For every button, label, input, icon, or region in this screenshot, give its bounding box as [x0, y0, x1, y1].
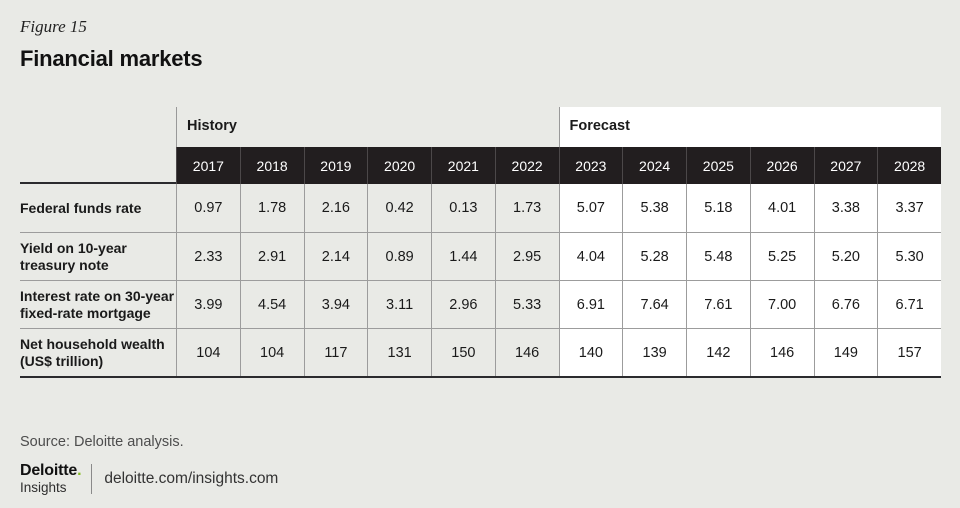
deloitte-insights-logo: Deloitte. Insights [20, 462, 82, 495]
year-header: 2019 [303, 147, 368, 184]
year-header: 2025 [686, 147, 750, 184]
table-cell: 6.91 [558, 280, 623, 328]
table-cell: 5.30 [877, 232, 941, 280]
row-label-net-household-wealth: Net household wealth (US$ trillion) [20, 328, 176, 376]
year-header: 2017 [176, 147, 240, 184]
year-header: 2024 [622, 147, 686, 184]
table-cell: 2.95 [494, 232, 559, 280]
table-cell: 4.04 [558, 232, 623, 280]
table-cell: 0.89 [367, 232, 431, 280]
insights-wordmark: Insights [20, 480, 67, 495]
table-cell: 3.37 [877, 184, 941, 232]
footer-divider [91, 463, 93, 494]
table-cell: 2.96 [431, 280, 495, 328]
table-cell: 2.14 [303, 232, 368, 280]
table-cell: 146 [749, 328, 814, 376]
table-cell: 142 [686, 328, 750, 376]
table-cell: 4.01 [749, 184, 814, 232]
table-cell: 5.48 [686, 232, 750, 280]
footer-url: deloitte.com/insights.com [104, 469, 279, 487]
table-cell: 150 [431, 328, 495, 376]
row-label-30-year-mortgage-rate: Interest rate on 30-year fixed-rate mort… [20, 280, 176, 328]
table-cell: 157 [877, 328, 941, 376]
table-cell: 117 [303, 328, 368, 376]
table-cell: 2.16 [303, 184, 368, 232]
table-cell: 5.07 [558, 184, 623, 232]
table-cell: 5.25 [749, 232, 814, 280]
deloitte-wordmark-text: Deloitte [20, 462, 78, 479]
table-cell: 149 [813, 328, 878, 376]
table-cell: 146 [494, 328, 559, 376]
year-header: 2021 [431, 147, 495, 184]
group-header-history: History [176, 107, 559, 147]
table-cell: 4.54 [239, 280, 304, 328]
row-label-10-year-treasury-yield: Yield on 10-year treasury note [20, 232, 176, 280]
table-cell: 2.91 [239, 232, 304, 280]
table-cell: 5.33 [494, 280, 559, 328]
row-label-federal-funds-rate: Federal funds rate [20, 199, 142, 216]
table-cell: 5.28 [622, 232, 686, 280]
source-note: Source: Deloitte analysis. [20, 434, 184, 450]
table-cell: 1.78 [239, 184, 304, 232]
table-cell: 5.20 [813, 232, 878, 280]
table-cell: 3.99 [176, 280, 240, 328]
table-cell: 1.73 [494, 184, 559, 232]
table-cell: 7.00 [749, 280, 814, 328]
table-cell: 140 [558, 328, 623, 376]
year-header: 2026 [749, 147, 814, 184]
table-cell: 3.11 [367, 280, 431, 328]
table-cell: 5.18 [686, 184, 750, 232]
table-cell: 1.44 [431, 232, 495, 280]
year-header: 2023 [558, 147, 623, 184]
table-cell: 6.71 [877, 280, 941, 328]
table-cell: 104 [239, 328, 304, 376]
table-cell: 0.97 [176, 184, 240, 232]
table-cell: 2.33 [176, 232, 240, 280]
figure-label: Figure 15 [20, 17, 87, 36]
year-header: 2028 [877, 147, 941, 184]
table-cell: 3.94 [303, 280, 368, 328]
financial-markets-table: History Forecast 2017 2018 2019 2020 202… [20, 107, 941, 378]
table-cell: 3.38 [813, 184, 878, 232]
table-cell: 0.42 [367, 184, 431, 232]
table-cell: 139 [622, 328, 686, 376]
deloitte-wordmark: Deloitte. [20, 462, 82, 479]
year-header: 2018 [239, 147, 304, 184]
table-cell: 104 [176, 328, 240, 376]
table-cell: 7.64 [622, 280, 686, 328]
year-header: 2020 [367, 147, 431, 184]
year-header-spacer [20, 147, 176, 184]
table-cell: 6.76 [813, 280, 878, 328]
footer-brand-row: Deloitte. Insights deloitte.com/insights… [20, 463, 960, 495]
group-header-forecast: Forecast [558, 107, 941, 147]
deloitte-green-dot: . [77, 462, 82, 479]
group-header-spacer [20, 107, 176, 147]
page-title: Financial markets [20, 46, 203, 71]
year-header: 2027 [813, 147, 878, 184]
table-cell: 0.13 [431, 184, 495, 232]
table-cell: 5.38 [622, 184, 686, 232]
table-cell: 131 [367, 328, 431, 376]
year-header: 2022 [494, 147, 559, 184]
table-cell: 7.61 [686, 280, 750, 328]
